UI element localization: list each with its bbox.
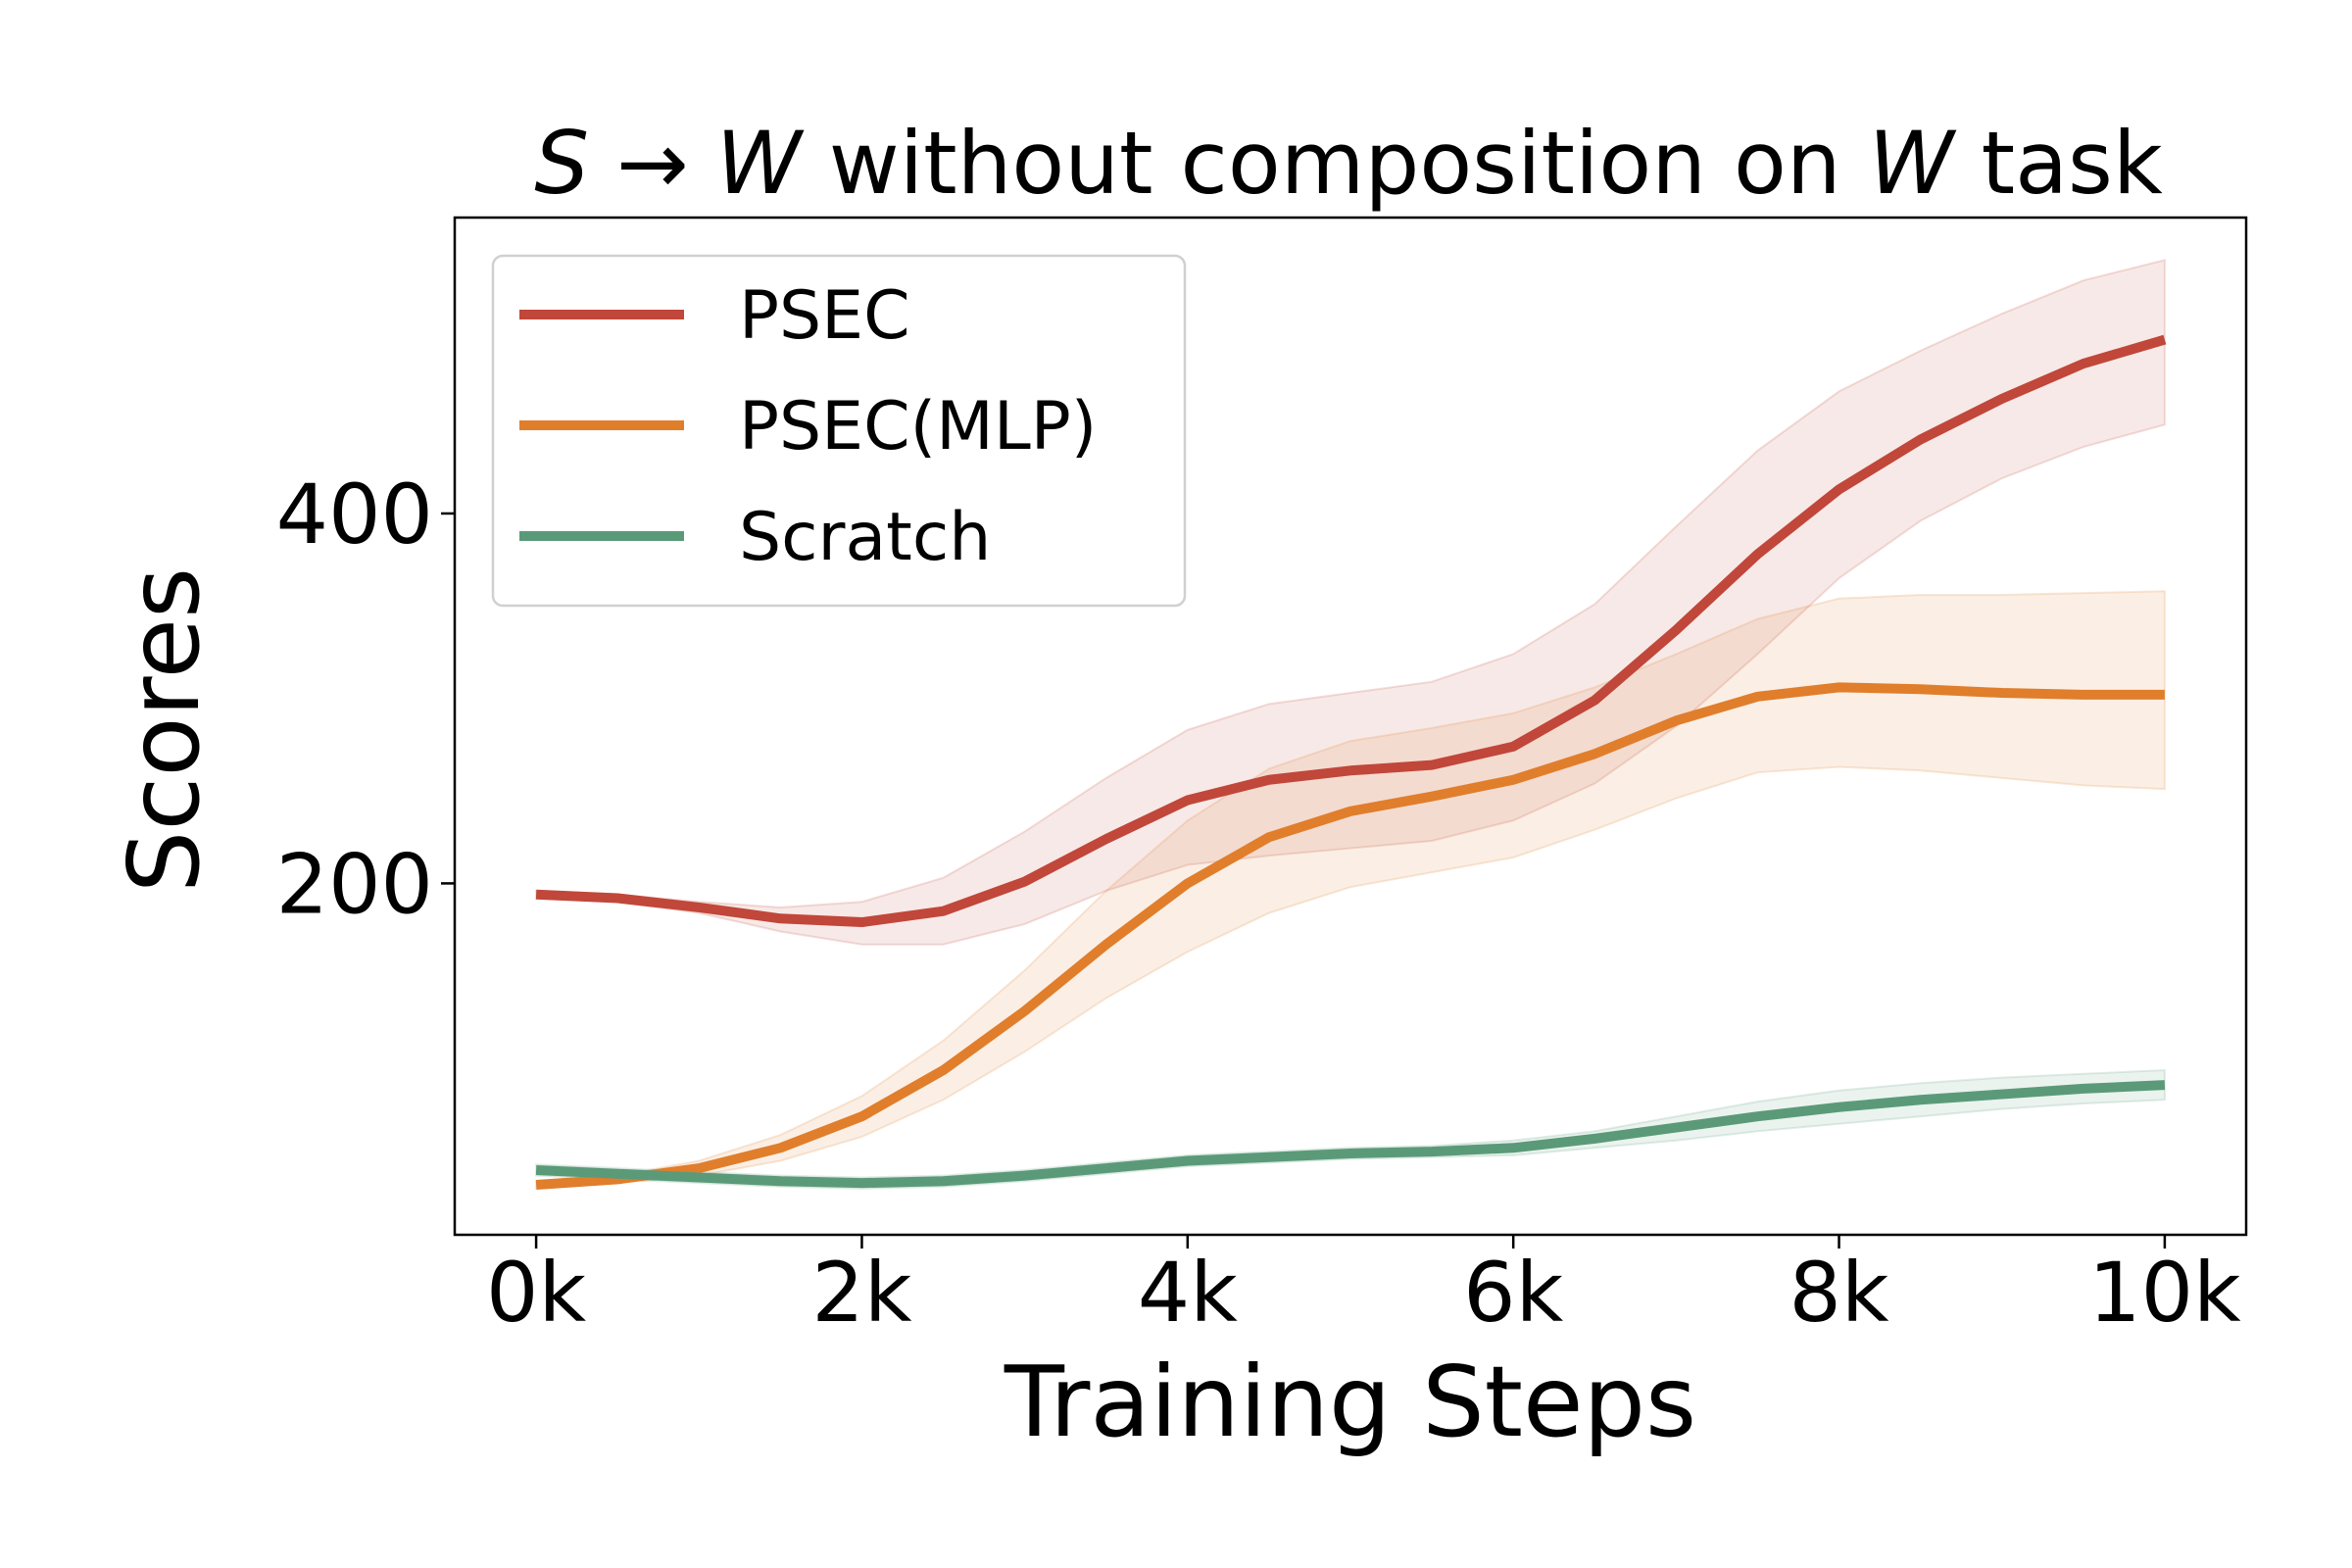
line-psec-mlp- [535,682,2165,1191]
x-tick-label: 0k [486,1245,586,1341]
x-tick-label: 4k [1138,1245,1238,1341]
band-scratch [535,1068,2166,1190]
x-axis-ticks: 0k 2k 4k 6k 8k 10k [486,1235,2241,1341]
chart-title-part: S [534,113,589,214]
chart-title-part: → [589,113,716,214]
chart-title-part: task [1954,113,2163,214]
legend: PSEC PSEC(MLP) Scratch [491,254,1187,608]
y-axis-label: Scores [107,567,221,893]
legend-box [491,254,1187,608]
x-axis-label: Training Steps [1004,1345,1696,1459]
x-tick-label: 6k [1463,1245,1563,1341]
x-tick-label: 2k [811,1245,911,1341]
y-tick-label: 200 [276,836,433,932]
plot-frame [453,216,2248,1237]
line-psec [535,334,2167,928]
series-lines [535,334,2167,1191]
legend-label: PSEC(MLP) [739,388,1097,466]
y-axis-ticks: 200 400 [276,466,455,932]
chart-title-part: without composition on [802,113,1869,214]
legend-label: PSEC [739,277,910,355]
x-tick-label: 8k [1788,1245,1888,1341]
legend-label: Scratch [739,499,991,576]
chart-title-part: W [1869,113,1957,214]
line-scratch [535,1080,2166,1189]
chart-title: S → W without composition on W task [534,113,2163,214]
x-tick-label: 10k [2088,1245,2241,1341]
y-tick-label: 400 [276,466,433,563]
chart-title-part: W [716,113,805,214]
band-psec-mlp- [535,590,2166,1190]
